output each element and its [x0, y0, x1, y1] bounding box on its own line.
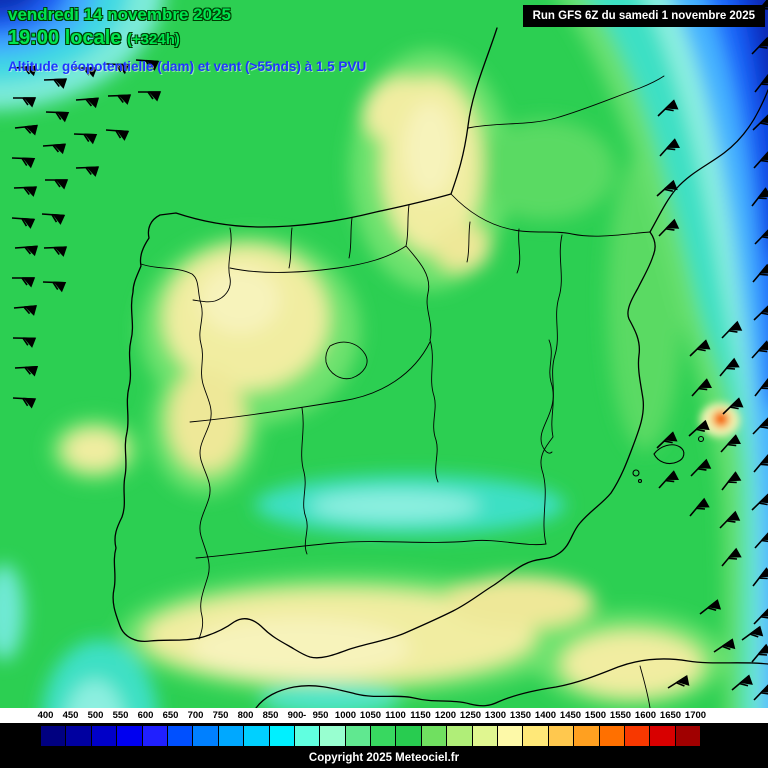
legend-value: 1250 — [459, 710, 482, 721]
legend-color-cell — [472, 726, 499, 746]
legend-value: 450 — [62, 710, 79, 721]
legend-color-cell — [421, 726, 448, 746]
legend-value: 1400 — [534, 710, 557, 721]
menorca-outline — [697, 435, 705, 443]
legend-value: 1650 — [659, 710, 682, 721]
vortex-marker — [700, 403, 740, 437]
legend-value: 1450 — [559, 710, 582, 721]
legend-value: 850 — [262, 710, 279, 721]
legend-value: 1700 — [684, 710, 707, 721]
contour-field — [0, 0, 768, 708]
legend-value: 1050 — [359, 710, 382, 721]
legend-color-cell — [675, 726, 702, 746]
legend-color-cell — [548, 726, 575, 746]
legend-values-row: - 400 450 500 550 600 650 700 750 800 850 900 950 10… — [0, 708, 768, 723]
legend-dash-label: - — [303, 710, 307, 721]
legend-value: 1350 — [509, 710, 532, 721]
legend-color-cell — [66, 726, 92, 746]
weather-map-canvas — [0, 0, 768, 708]
legend-color-cell — [142, 726, 168, 746]
map-area: vendredi 14 novembre 2025 19:00 locale (… — [0, 0, 768, 708]
legend-color-cell — [599, 726, 625, 746]
legend-value: 600 — [137, 710, 154, 721]
legend-color-cell — [396, 726, 422, 746]
french-mediterranean-coast — [649, 89, 768, 233]
legend-value: 1100 — [385, 710, 406, 721]
legend-color-cell — [498, 726, 524, 746]
legend-color-cell — [320, 726, 346, 746]
legend-color-cell — [167, 726, 194, 746]
mallorca-outline — [653, 444, 685, 465]
legend-value: 400 — [37, 710, 54, 721]
legend-value: 800 — [237, 710, 254, 721]
legend-color-cell — [371, 726, 397, 746]
coastlines — [112, 27, 768, 708]
morocco-algeria-border — [639, 665, 651, 708]
legend-color-cell — [244, 726, 270, 746]
legend-color-cell — [294, 726, 321, 746]
legend-value: 700 — [187, 710, 204, 721]
legend-value: 650 — [162, 710, 179, 721]
french-regions-border — [467, 75, 665, 129]
legend-colorbar-cells — [40, 725, 703, 747]
legend-color-cell — [447, 726, 473, 746]
legend-color-cell — [117, 726, 143, 746]
legend-value: 1150 — [410, 710, 431, 721]
legend-color-cell — [624, 726, 651, 746]
legend-color-cell — [218, 726, 245, 746]
ibiza-outline — [632, 469, 640, 477]
legend-color-cell — [269, 726, 295, 746]
africa-coastline — [255, 658, 768, 708]
iberia-coastline — [112, 27, 656, 659]
pyrenees-border — [450, 193, 651, 237]
legend-value: 1600 — [634, 710, 657, 721]
legend-value: 500 — [87, 710, 104, 721]
legend-value: 1500 — [584, 710, 607, 721]
legend-color-cell — [193, 726, 219, 746]
legend-value: 1200 — [434, 710, 457, 721]
legend-value: 900 — [287, 710, 304, 721]
administrative-borders — [140, 75, 665, 708]
legend-value: 950 — [312, 710, 329, 721]
legend-color-cell — [345, 726, 372, 746]
legend-color-cell — [91, 726, 118, 746]
copyright-bar: Copyright 2025 Meteociel.fr — [0, 747, 768, 768]
model-run-info-box: Run GFS 6Z du samedi 1 novembre 2025 — [522, 5, 765, 27]
legend-color-cell — [523, 726, 549, 746]
legend-value: 750 — [212, 710, 229, 721]
legend-value: 1000 — [334, 710, 357, 721]
balearic-islands — [632, 435, 705, 484]
formentera-outline — [637, 478, 643, 484]
legend-value: 1550 — [609, 710, 632, 721]
copyright-text: Copyright 2025 Meteociel.fr — [308, 751, 460, 764]
legend-color-cell — [41, 726, 67, 746]
legend-colorbar — [0, 723, 768, 747]
legend-value: 1300 — [484, 710, 507, 721]
legend-color-cell — [574, 726, 600, 746]
legend-value: 550 — [112, 710, 129, 721]
legend-color-cell — [650, 726, 676, 746]
